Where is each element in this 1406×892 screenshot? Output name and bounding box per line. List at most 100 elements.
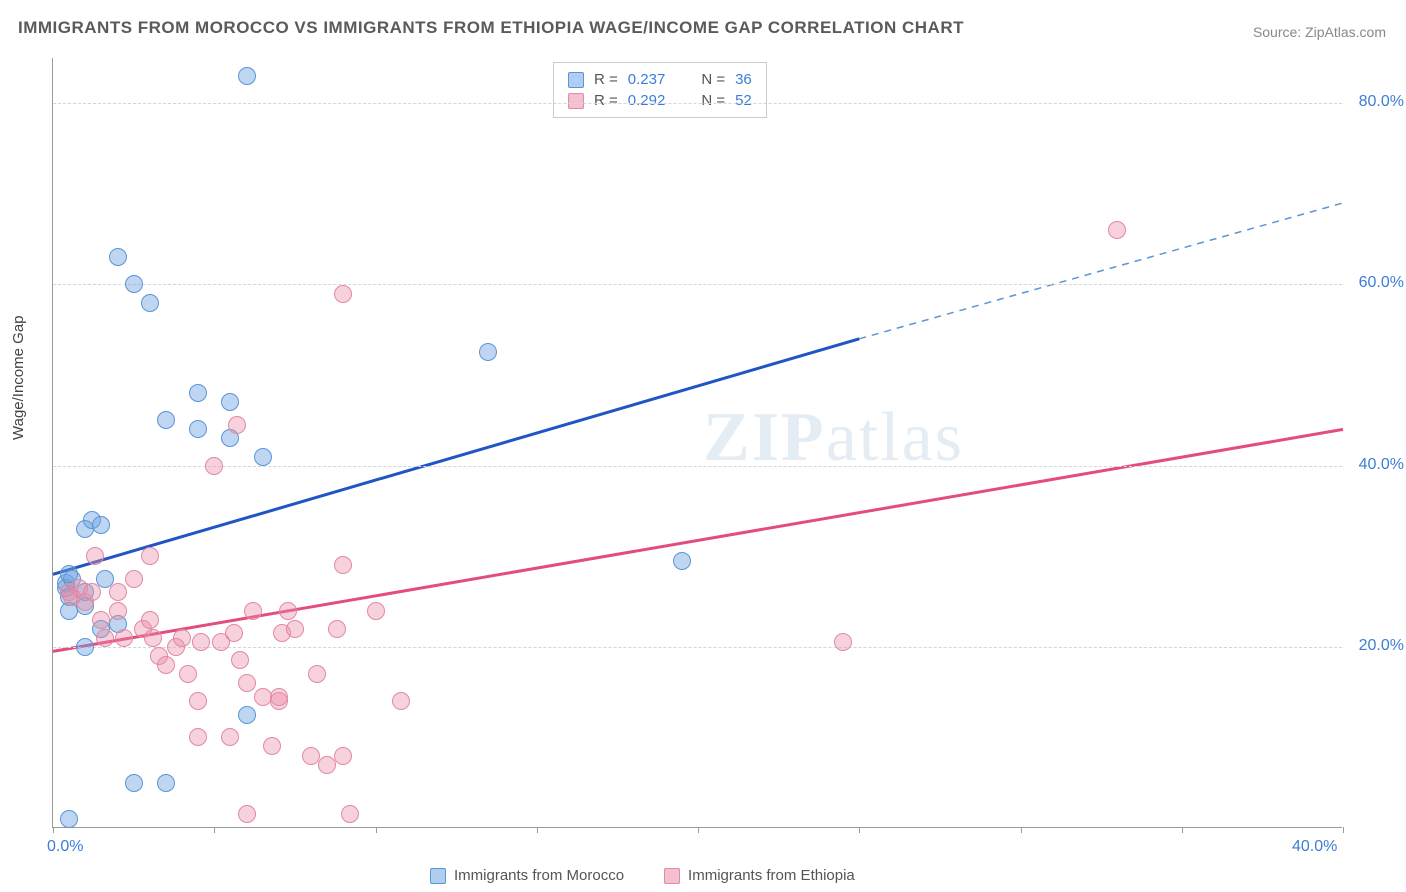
data-point bbox=[328, 620, 346, 638]
x-tick-mark bbox=[1182, 827, 1183, 833]
plot-area: R = 0.237N = 36R = 0.292N = 52 ZIPatlas … bbox=[52, 58, 1342, 828]
legend-r-value: 0.237 bbox=[628, 71, 666, 88]
gridline bbox=[53, 466, 1342, 467]
gridline bbox=[53, 284, 1342, 285]
legend-swatch bbox=[430, 868, 446, 884]
series-legend: Immigrants from Morocco Immigrants from E… bbox=[430, 867, 855, 884]
data-point bbox=[179, 665, 197, 683]
legend-r-value: 0.292 bbox=[628, 92, 666, 109]
data-point bbox=[96, 629, 114, 647]
data-point bbox=[189, 728, 207, 746]
data-point bbox=[238, 674, 256, 692]
data-point bbox=[308, 665, 326, 683]
correlation-legend: R = 0.237N = 36R = 0.292N = 52 bbox=[553, 62, 767, 118]
y-tick-label: 40.0% bbox=[1359, 456, 1404, 474]
data-point bbox=[157, 774, 175, 792]
series-legend-item: Immigrants from Ethiopia bbox=[664, 867, 855, 884]
data-point bbox=[238, 805, 256, 823]
x-tick-mark bbox=[53, 827, 54, 833]
data-point bbox=[673, 552, 691, 570]
x-tick-mark bbox=[859, 827, 860, 833]
data-point bbox=[83, 583, 101, 601]
data-point bbox=[144, 629, 162, 647]
y-tick-label: 80.0% bbox=[1359, 93, 1404, 111]
data-point bbox=[141, 294, 159, 312]
legend-r-label: R = bbox=[594, 92, 618, 109]
data-point bbox=[367, 602, 385, 620]
data-point bbox=[834, 633, 852, 651]
trend-line bbox=[53, 429, 1343, 651]
gridline bbox=[53, 103, 1342, 104]
data-point bbox=[479, 343, 497, 361]
data-point bbox=[141, 611, 159, 629]
data-point bbox=[238, 706, 256, 724]
data-point bbox=[334, 556, 352, 574]
data-point bbox=[189, 420, 207, 438]
data-point bbox=[263, 737, 281, 755]
data-point bbox=[231, 651, 249, 669]
data-point bbox=[221, 728, 239, 746]
x-tick-mark bbox=[1343, 827, 1344, 833]
legend-swatch bbox=[568, 72, 584, 88]
data-point bbox=[334, 747, 352, 765]
trend-line bbox=[859, 203, 1343, 339]
data-point bbox=[244, 602, 262, 620]
legend-n-value: 52 bbox=[735, 92, 752, 109]
series-legend-item: Immigrants from Morocco bbox=[430, 867, 624, 884]
data-point bbox=[92, 611, 110, 629]
data-point bbox=[221, 393, 239, 411]
legend-row: R = 0.237N = 36 bbox=[568, 69, 752, 90]
x-tick-mark bbox=[214, 827, 215, 833]
data-point bbox=[173, 629, 191, 647]
data-point bbox=[254, 448, 272, 466]
data-point bbox=[92, 516, 110, 534]
legend-swatch bbox=[664, 868, 680, 884]
source-attribution: Source: ZipAtlas.com bbox=[1253, 24, 1386, 40]
x-tick-mark bbox=[1021, 827, 1022, 833]
data-point bbox=[228, 416, 246, 434]
data-point bbox=[225, 624, 243, 642]
data-point bbox=[286, 620, 304, 638]
trend-line bbox=[53, 339, 859, 575]
data-point bbox=[60, 810, 78, 828]
data-point bbox=[302, 747, 320, 765]
y-tick-label: 20.0% bbox=[1359, 637, 1404, 655]
legend-r-label: R = bbox=[594, 71, 618, 88]
data-point bbox=[205, 457, 223, 475]
data-point bbox=[109, 583, 127, 601]
legend-row: R = 0.292 N = 52 bbox=[568, 90, 752, 111]
data-point bbox=[109, 602, 127, 620]
data-point bbox=[109, 248, 127, 266]
data-point bbox=[189, 692, 207, 710]
data-point bbox=[192, 633, 210, 651]
data-point bbox=[189, 384, 207, 402]
data-point bbox=[125, 570, 143, 588]
data-point bbox=[341, 805, 359, 823]
y-tick-label: 60.0% bbox=[1359, 274, 1404, 292]
data-point bbox=[141, 547, 159, 565]
chart-title: IMMIGRANTS FROM MOROCCO VS IMMIGRANTS FR… bbox=[18, 18, 964, 38]
series-legend-label: Immigrants from Morocco bbox=[454, 867, 624, 884]
data-point bbox=[279, 602, 297, 620]
legend-swatch bbox=[568, 93, 584, 109]
data-point bbox=[157, 656, 175, 674]
data-point bbox=[270, 688, 288, 706]
data-point bbox=[125, 275, 143, 293]
x-axis-end-label: 40.0% bbox=[1292, 838, 1337, 856]
gridline bbox=[53, 647, 1342, 648]
series-legend-label: Immigrants from Ethiopia bbox=[688, 867, 855, 884]
x-tick-mark bbox=[698, 827, 699, 833]
data-point bbox=[157, 411, 175, 429]
x-tick-mark bbox=[376, 827, 377, 833]
data-point bbox=[392, 692, 410, 710]
data-point bbox=[115, 629, 133, 647]
legend-n-label: N = bbox=[701, 71, 725, 88]
legend-n-label: N = bbox=[701, 92, 725, 109]
data-point bbox=[238, 67, 256, 85]
x-tick-mark bbox=[537, 827, 538, 833]
x-axis-start-label: 0.0% bbox=[47, 838, 83, 856]
data-point bbox=[86, 547, 104, 565]
data-point bbox=[318, 756, 336, 774]
data-point bbox=[1108, 221, 1126, 239]
data-point bbox=[125, 774, 143, 792]
